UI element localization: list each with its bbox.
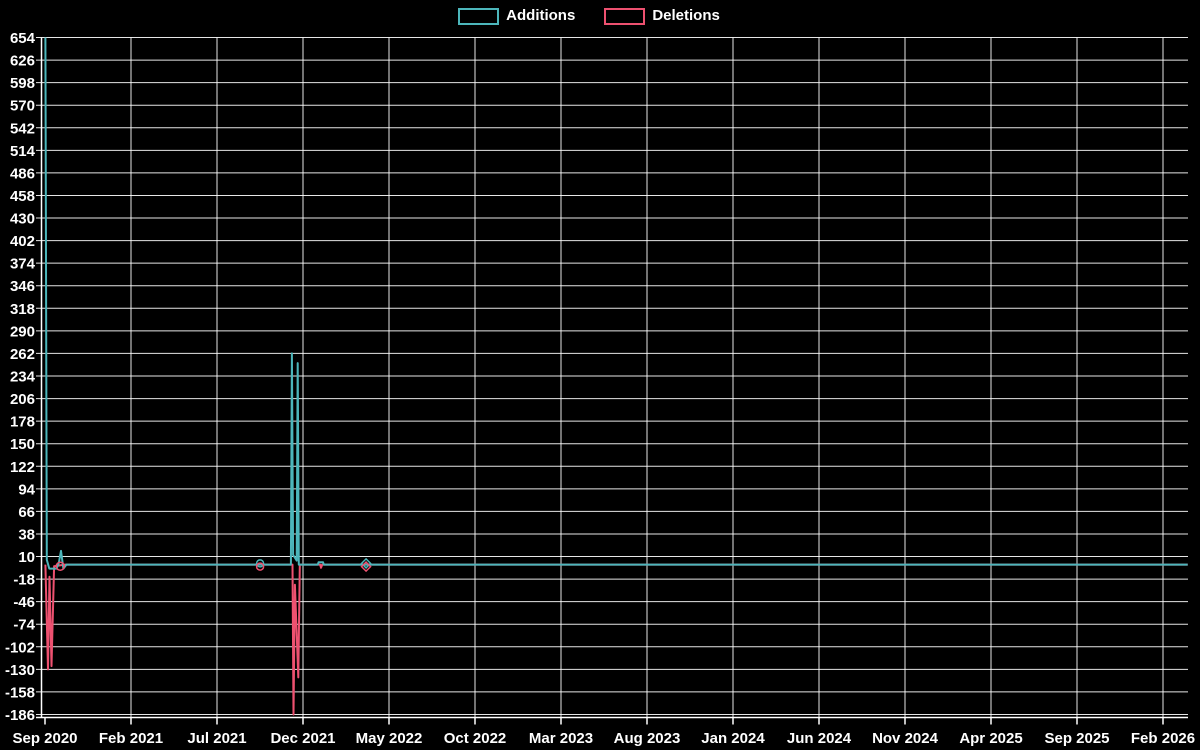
series-line-deletions	[44, 563, 1188, 716]
additions-point-diamond	[360, 557, 372, 569]
y-tick-label: -74	[13, 617, 35, 634]
y-tick-label: -158	[5, 684, 35, 701]
y-tick-label: 598	[10, 75, 35, 92]
y-tick-label: 318	[10, 301, 35, 318]
x-tick-label: Aug 2023	[614, 730, 681, 747]
y-tick-label: -186	[5, 707, 35, 724]
y-tick-label: -102	[5, 639, 35, 656]
axis-borders	[36, 37, 1188, 719]
x-tick-label: Oct 2022	[444, 730, 507, 747]
y-tick-label: 94	[18, 481, 35, 498]
x-tick-label: Feb 2026	[1131, 730, 1195, 747]
x-tick-label: Mar 2023	[529, 730, 593, 747]
deletions-point-circle	[255, 562, 265, 571]
y-tick-label: 654	[10, 30, 36, 47]
y-tick-label: 626	[10, 53, 35, 70]
y-tick-label: -46	[13, 594, 35, 611]
y-tick-label: 178	[10, 414, 35, 431]
x-tick-label: Sep 2025	[1044, 730, 1109, 747]
x-tick-label: Jan 2024	[701, 730, 765, 747]
y-tick-label: -18	[13, 572, 35, 589]
y-tick-label: 262	[10, 346, 35, 363]
x-tick-label: Dec 2021	[270, 730, 335, 747]
y-tick-label: 570	[10, 98, 35, 115]
y-tick-label: 66	[18, 504, 35, 521]
y-tick-label: 234	[10, 369, 36, 386]
deletions-point-diamond	[360, 561, 372, 573]
y-tick-label: 430	[10, 211, 35, 228]
x-tick-label: May 2022	[356, 730, 423, 747]
x-tick-label: Apr 2025	[959, 730, 1022, 747]
x-tick-label: Feb 2021	[99, 730, 163, 747]
x-axis-labels: Sep 2020 Feb 2021 Jul 2021 Dec 2021 May 2022…	[12, 730, 1195, 747]
y-tick-label: 346	[10, 278, 35, 295]
y-tick-label: 38	[18, 526, 35, 543]
y-axis-labels: 654 626 598 570 542 514 486 458 430 402 374 346 318 2…	[5, 30, 36, 724]
y-tick-label: 514	[10, 143, 36, 160]
y-tick-label: 10	[18, 549, 35, 566]
grid-lines	[36, 37, 1188, 725]
data-point-markers	[55, 557, 372, 573]
x-tick-label: Sep 2020	[12, 730, 77, 747]
y-tick-label: 486	[10, 165, 35, 182]
additions-point-circle	[255, 559, 265, 568]
y-tick-label: 542	[10, 120, 35, 137]
y-tick-label: 122	[10, 459, 35, 476]
y-tick-label: 402	[10, 233, 35, 250]
y-tick-label: -130	[5, 662, 35, 679]
y-tick-label: 290	[10, 323, 35, 340]
y-tick-label: 458	[10, 188, 35, 205]
x-tick-label: Jun 2024	[787, 730, 852, 747]
y-tick-label: 150	[10, 436, 35, 453]
deletions-point-circle	[55, 561, 65, 571]
y-tick-label: 374	[10, 256, 36, 273]
y-tick-label: 206	[10, 391, 35, 408]
x-tick-label: Jul 2021	[187, 730, 246, 747]
x-tick-label: Nov 2024	[872, 730, 939, 747]
